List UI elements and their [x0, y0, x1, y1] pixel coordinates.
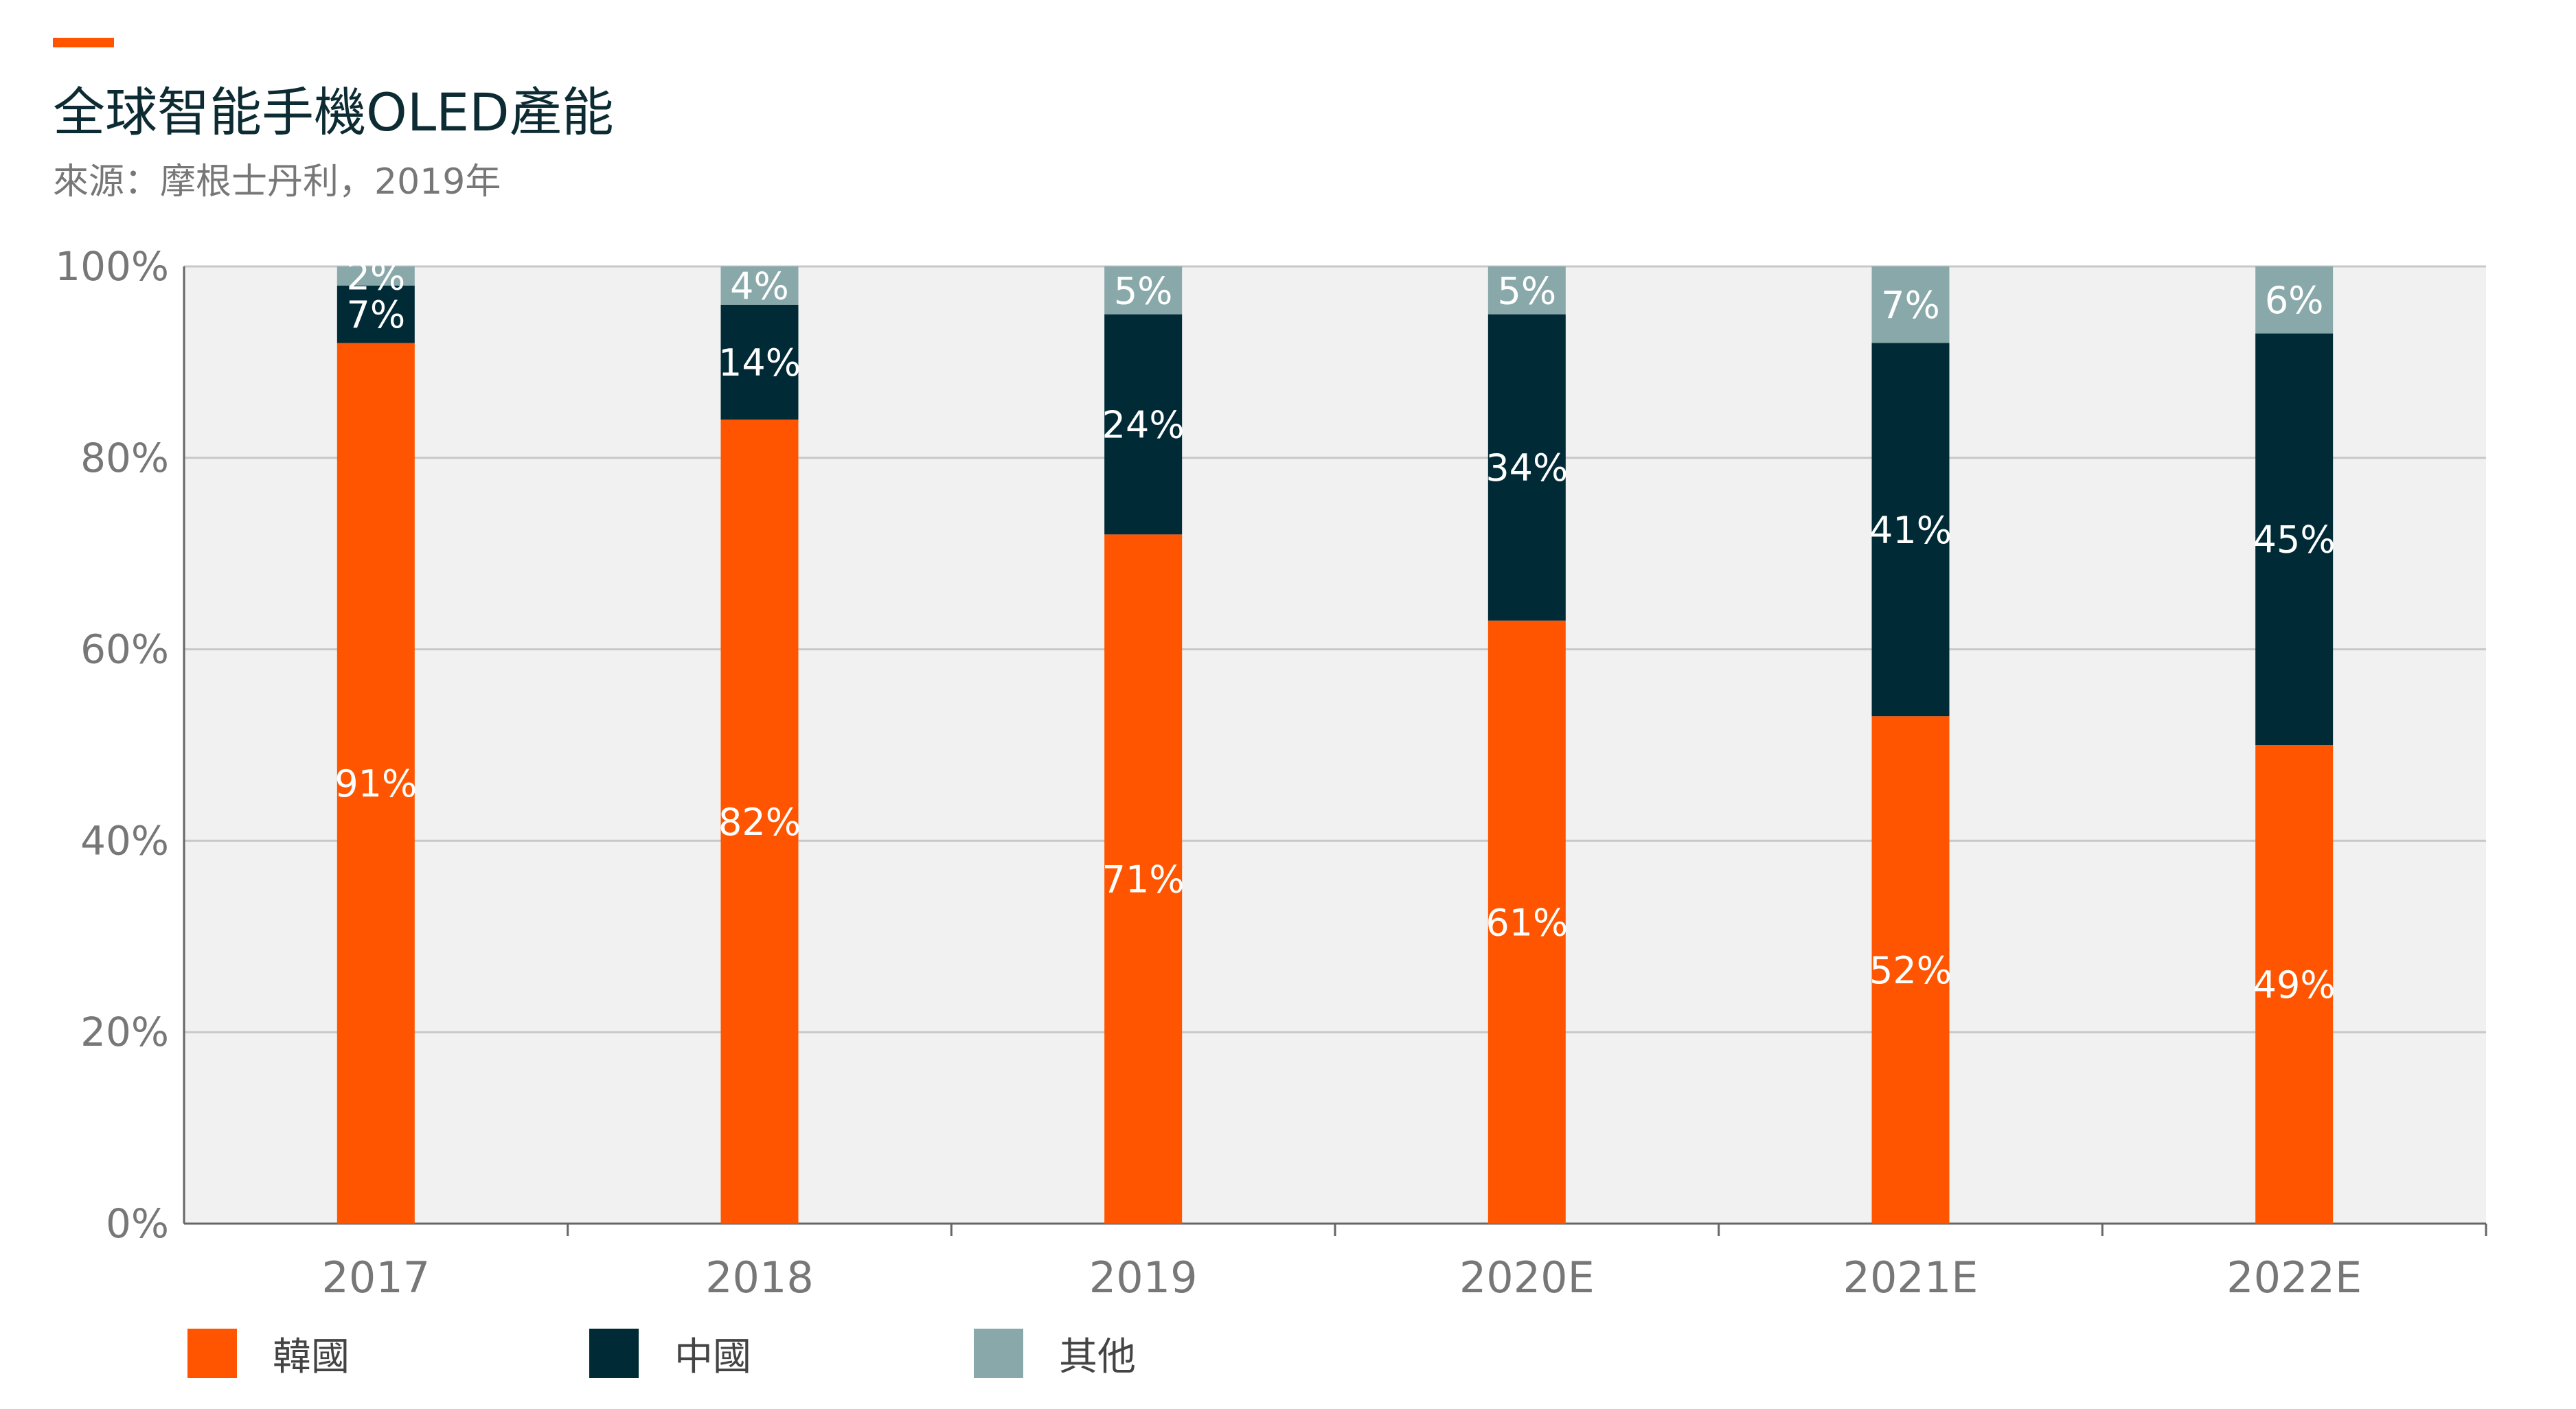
- bar-segment-2022E-2: [2255, 266, 2334, 334]
- bar-segment-2019-0: [1104, 534, 1183, 1224]
- data-label: 45%: [2253, 518, 2336, 562]
- bar-segment-2017-1: [337, 285, 415, 343]
- legend-label-china: 中國: [674, 1334, 751, 1379]
- data-label: 7%: [346, 293, 405, 336]
- bar-segment-2020E-1: [1488, 314, 1566, 621]
- data-label: 2%: [346, 255, 405, 298]
- y-tick-label: 20%: [80, 1009, 169, 1055]
- bar-segment-2019-1: [1104, 314, 1183, 535]
- chart-title: 全球智能手機OLED產能: [53, 82, 614, 143]
- x-tick-label: 2021E: [1843, 1252, 1979, 1303]
- legend-swatch-korea: [187, 1329, 237, 1378]
- data-label: 7%: [1881, 284, 1940, 327]
- legend-item-china: 中國: [589, 1329, 751, 1379]
- bar-segment-2021E-0: [1871, 716, 1950, 1224]
- y-tick-label: 60%: [80, 626, 169, 673]
- data-label: 91%: [334, 762, 417, 805]
- x-tick-label: 2020E: [1459, 1252, 1595, 1303]
- data-label: 61%: [1485, 901, 1568, 944]
- legend-swatch-china: [589, 1329, 639, 1378]
- bar-segment-2022E-0: [2255, 745, 2334, 1224]
- chart-source: 來源：摩根士丹利，2019年: [53, 161, 501, 203]
- data-label: 14%: [718, 341, 801, 385]
- x-tick-label: 2019: [1089, 1252, 1198, 1303]
- data-label: 41%: [1869, 509, 1952, 552]
- y-tick-label: 40%: [80, 817, 169, 864]
- data-label: 49%: [2253, 963, 2336, 1007]
- title-accent-bar: [53, 38, 114, 47]
- legend-label-other: 其他: [1059, 1334, 1136, 1379]
- y-tick-label: 100%: [55, 243, 169, 290]
- bar-segment-2018-1: [720, 304, 799, 420]
- bar-segment-2017-2: [337, 266, 415, 286]
- bar-segment-2019-2: [1104, 266, 1183, 314]
- plot-background: [184, 266, 2486, 1224]
- data-label: 82%: [718, 801, 801, 844]
- data-label: 71%: [1102, 858, 1185, 902]
- bar-segment-2022E-1: [2255, 333, 2334, 746]
- bar-segment-2017-0: [337, 343, 415, 1224]
- data-label: 4%: [730, 264, 789, 308]
- y-tick-label: 0%: [106, 1200, 169, 1247]
- legend-label-korea: 韓國: [273, 1334, 350, 1379]
- bar-segment-2020E-2: [1488, 266, 1566, 314]
- bar-segment-2018-0: [720, 420, 799, 1224]
- data-label: 5%: [1497, 269, 1556, 312]
- data-label: 34%: [1485, 446, 1568, 490]
- legend-item-korea: 韓國: [187, 1329, 350, 1379]
- bar-segment-2021E-2: [1871, 266, 1950, 343]
- data-label: 5%: [1114, 269, 1173, 312]
- y-tick-label: 80%: [80, 435, 169, 481]
- data-label: 24%: [1102, 403, 1185, 446]
- x-tick-label: 2017: [321, 1252, 430, 1303]
- bar-segment-2018-2: [720, 266, 799, 305]
- x-tick-label: 2022E: [2226, 1252, 2362, 1303]
- data-label: 6%: [2265, 279, 2324, 322]
- legend-item-other: 其他: [974, 1329, 1136, 1379]
- data-label: 52%: [1869, 949, 1952, 992]
- bar-segment-2021E-1: [1871, 343, 1950, 717]
- bar-segment-2020E-0: [1488, 620, 1566, 1224]
- x-tick-label: 2018: [705, 1252, 814, 1303]
- legend-swatch-other: [974, 1329, 1023, 1378]
